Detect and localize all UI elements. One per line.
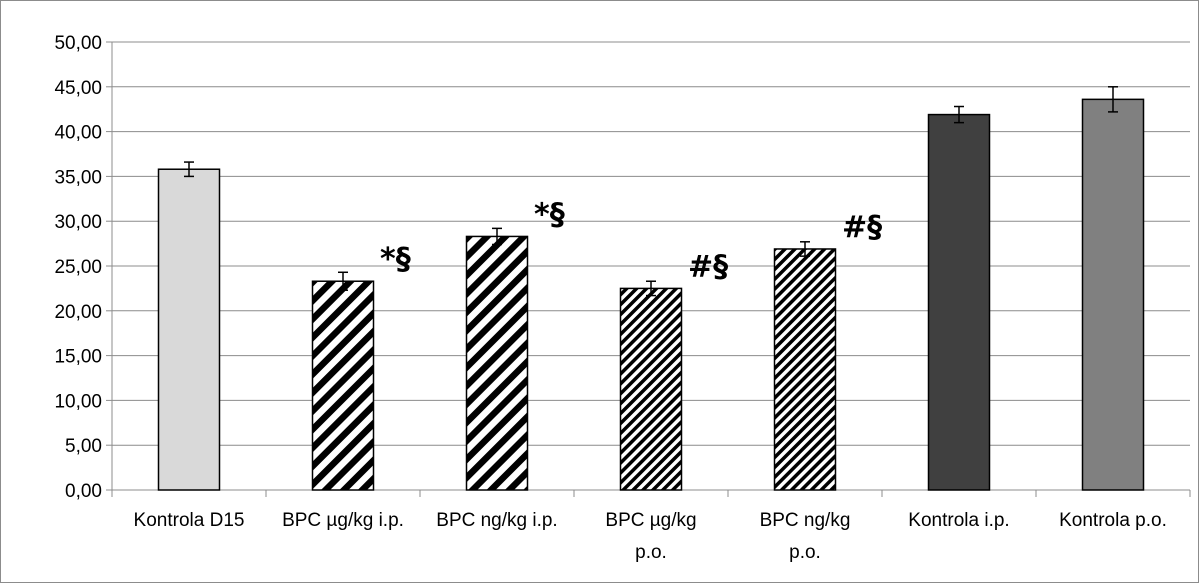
y-tick-label: 0,00	[65, 481, 102, 502]
x-category-label: BPC µg/kg i.p.	[282, 510, 404, 531]
labels: 0,00 5,00 10,00 15,00 20,00 25,00 30,00 35,00 40…	[54, 33, 1166, 563]
y-tick-label: 40,00	[54, 123, 102, 144]
x-category-label: BPC ng/kg	[760, 510, 851, 531]
x-category-label: Kontrola D15	[134, 510, 245, 531]
x-category-label: p.o.	[789, 542, 821, 563]
x-category-label: BPC ng/kg i.p.	[436, 510, 557, 531]
y-tick-label: 25,00	[54, 257, 102, 278]
x-category-label: p.o.	[635, 542, 667, 563]
bar	[157, 168, 221, 491]
x-category-label: BPC µg/kg	[605, 510, 696, 531]
x-category-label: Kontrola i.p.	[908, 510, 1009, 531]
y-tick-label: 20,00	[54, 302, 102, 323]
bars	[157, 86, 1145, 491]
y-tick-label: 45,00	[54, 78, 102, 99]
significance-marker: #§	[842, 210, 882, 245]
y-tick-label: 30,00	[54, 212, 102, 233]
gridlines	[112, 41, 1190, 446]
y-tick-label: 5,00	[65, 436, 102, 457]
bar	[619, 287, 683, 491]
bar	[311, 280, 375, 491]
bar	[927, 113, 991, 491]
y-tick-label: 15,00	[54, 347, 102, 368]
bar	[773, 248, 837, 491]
bar	[1081, 98, 1145, 491]
x-category-label: Kontrola p.o.	[1059, 510, 1167, 531]
y-tick-label: 50,00	[54, 33, 102, 54]
bar	[465, 235, 529, 491]
significance-marker: *§	[380, 242, 411, 277]
significance-marker: #§	[688, 249, 728, 284]
significance-marker: *§	[534, 197, 565, 232]
y-tick-label: 10,00	[54, 391, 102, 412]
y-tick-label: 35,00	[54, 167, 102, 188]
